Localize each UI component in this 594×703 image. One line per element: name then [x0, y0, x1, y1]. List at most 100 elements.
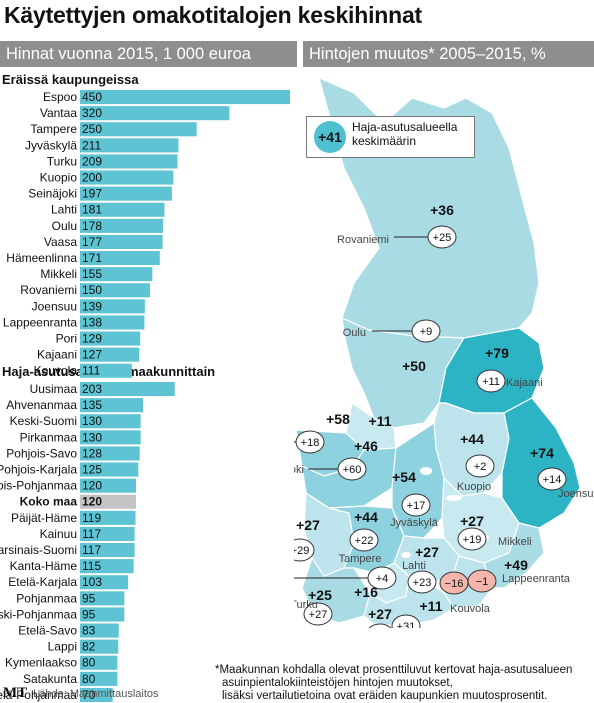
- city-category-label: Turku: [47, 154, 77, 168]
- city-change-value: +4: [376, 573, 389, 585]
- city-category-label: Tampere: [30, 122, 77, 136]
- source: MT Lähde: Maanmittauslaitos: [3, 685, 159, 702]
- lake: [401, 552, 411, 558]
- city-change-value: +22: [355, 535, 374, 547]
- city-category-label: Kuopio: [40, 171, 78, 185]
- city-bubble: [349, 528, 379, 552]
- legend-text: Haja-asutusalueella keskimäärin: [352, 120, 458, 148]
- city-bubble: [368, 623, 392, 628]
- city-bubble: [401, 493, 431, 517]
- city-bar: [80, 347, 140, 362]
- region-category-label: Etelä-Pohjanmaa: [0, 688, 77, 702]
- region-value-label: 115: [82, 559, 101, 573]
- lake: [446, 495, 462, 501]
- region-category-label: Uusimaa: [30, 382, 78, 396]
- region-bar: [80, 446, 140, 461]
- city-name-label: Turku: [294, 599, 318, 611]
- city-bar: [80, 331, 141, 346]
- region-category-label: Satakunta: [23, 672, 77, 686]
- city-bar: [80, 106, 230, 121]
- city-bubble: [367, 566, 397, 590]
- city-bubble: [537, 467, 567, 491]
- city-bubble: [457, 527, 487, 551]
- city-change-value: +2: [474, 461, 487, 473]
- region-bar: [80, 478, 136, 493]
- region-value-label: 80: [82, 672, 96, 686]
- city-value-label: 450: [82, 90, 102, 104]
- map-labels: +36 +50 +79 +58 +11 +46 +44 +74 +54 +44 +27 +27 +27 +…: [294, 202, 594, 628]
- region-category-label: Varsinais-Suomi: [0, 543, 77, 557]
- city-bar: [80, 138, 179, 153]
- region-category-label: Päijät-Häme: [11, 511, 77, 525]
- city-bar: [80, 283, 150, 298]
- region-category-label: Koko maa: [20, 495, 78, 509]
- regional-change-value: +11: [420, 598, 443, 614]
- region-bar: [80, 559, 134, 574]
- city-name-label: Oulu: [343, 327, 366, 339]
- regional-change-value: +27: [415, 544, 439, 560]
- region-bar: [80, 510, 136, 525]
- city-name-label: Tampere: [339, 553, 382, 565]
- city-value-label: 211: [82, 138, 101, 152]
- city-bar: [80, 267, 153, 282]
- regional-change-value: +74: [530, 445, 554, 461]
- city-value-label: 127: [82, 348, 102, 362]
- city-bar: [80, 170, 174, 185]
- region-value-label: 117: [82, 527, 101, 541]
- city-category-label: Pori: [56, 332, 77, 346]
- city-category-label: Rovaniemi: [20, 283, 77, 297]
- footnote-line-3: lisäksi vertailutietoina ovat eräiden ka…: [222, 690, 548, 702]
- regional-change-value: +58: [326, 411, 350, 427]
- city-change-value: +29: [294, 545, 309, 557]
- city-category-label: Oulu: [52, 219, 77, 233]
- region-bar: [80, 414, 141, 429]
- region-category-label: Ahvenanmaa: [6, 398, 77, 412]
- city-value-label: 129: [82, 332, 102, 346]
- city-change-value: +18: [301, 437, 320, 449]
- region-category-label: Etelä-Savo: [18, 624, 77, 638]
- region-category-label: Pohjois-Pohjanmaa: [0, 479, 77, 493]
- region-value-label: 70: [82, 688, 96, 702]
- city-value-label: 111: [82, 364, 101, 378]
- region-category-label: Lappi: [48, 640, 77, 654]
- city-bar: [80, 315, 145, 330]
- city-bar: [80, 186, 172, 201]
- region-bar: [80, 382, 175, 397]
- city-value-label: 171: [82, 251, 102, 265]
- city-value-label: 320: [82, 106, 102, 120]
- city-name-label: Kouvola: [450, 603, 491, 615]
- city-bubble: [411, 319, 441, 343]
- city-category-label: Espoo: [43, 90, 77, 104]
- city-name-label: Mikkeli: [498, 536, 532, 548]
- region-category-label: Pirkanmaa: [20, 430, 78, 444]
- region-value-label: 135: [82, 398, 102, 412]
- mt-logo: MT: [3, 685, 28, 701]
- region-value-label: 130: [82, 430, 102, 444]
- city-category-label: Mikkeli: [40, 267, 77, 281]
- city-change-value: +23: [413, 577, 432, 589]
- region-bar: [80, 526, 135, 541]
- region-category-label: Pohjanmaa: [16, 591, 77, 605]
- city-bubble: [391, 614, 421, 628]
- city-category-label: Lappeenranta: [3, 315, 77, 329]
- city-category-label: Vaasa: [44, 235, 77, 249]
- footnote-line-2: asuinpientalokiinteistöjen hintojen muut…: [222, 677, 453, 689]
- city-name-label: Joensuu: [558, 488, 594, 500]
- map-legend: +41 Haja-asutusalueella keskimäärin: [306, 116, 475, 158]
- region-value-label: 119: [82, 511, 101, 525]
- city-category-label: Kouvola: [34, 364, 78, 378]
- city-bubble: [303, 602, 333, 626]
- city-value-label: 209: [82, 154, 102, 168]
- regional-change-value: +46: [354, 438, 378, 454]
- city-name-label: Jyväskylä: [390, 517, 439, 529]
- regional-change-value: +50: [402, 358, 426, 374]
- city-bubble: [476, 369, 506, 393]
- city-bubble: [294, 538, 315, 562]
- region-bar: [80, 671, 118, 686]
- finland-change-map: +36 +50 +79 +58 +11 +46 +44 +74 +54 +44 +27 +27 +27 +…: [294, 76, 594, 628]
- city-change-value: +19: [463, 534, 482, 546]
- region-bar: [80, 543, 135, 558]
- region-bar: [80, 591, 125, 606]
- cities-section-title: Eräissä kaupungeissa: [2, 72, 139, 87]
- city-value-label: 197: [82, 187, 102, 201]
